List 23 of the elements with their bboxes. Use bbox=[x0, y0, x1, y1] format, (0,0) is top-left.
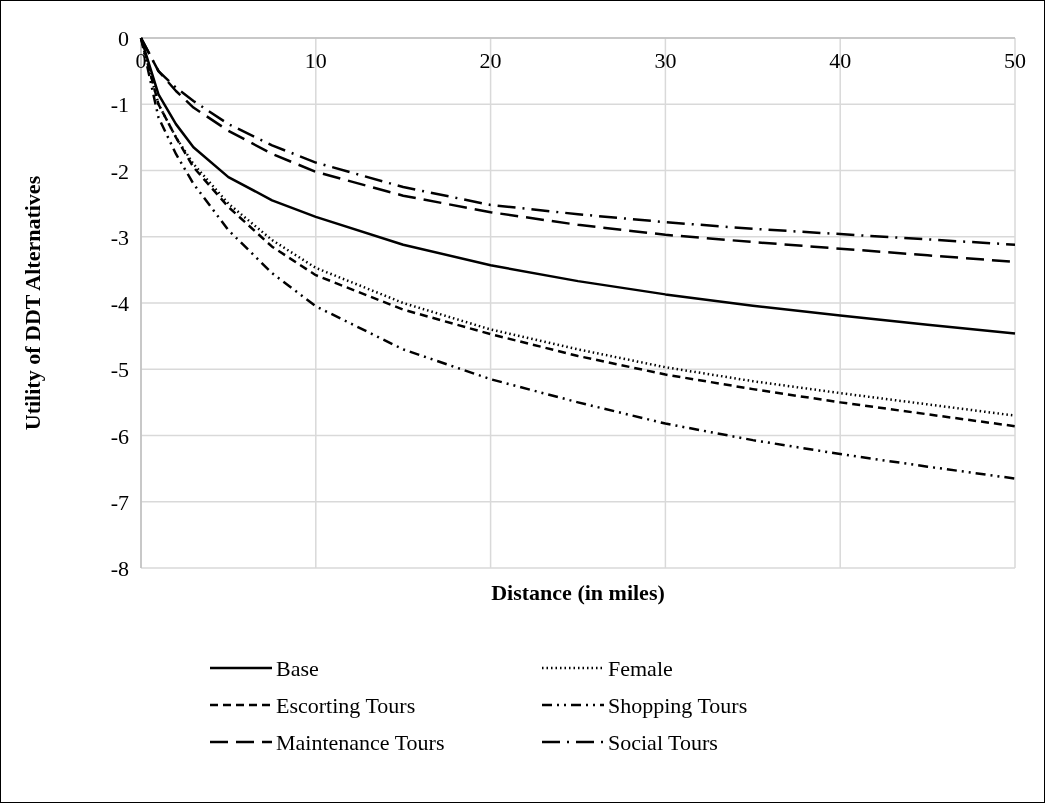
legend-label: Maintenance Tours bbox=[276, 730, 445, 755]
legend-label: Shopping Tours bbox=[608, 693, 748, 718]
y-tick-label: -5 bbox=[110, 357, 129, 383]
y-tick-label: 0 bbox=[118, 26, 129, 51]
x-axis-title: Distance (in miles) bbox=[491, 580, 665, 605]
x-tick-label: 20 bbox=[479, 48, 502, 73]
legend-label: Social Tours bbox=[608, 730, 718, 755]
legend-label: Escorting Tours bbox=[276, 693, 416, 718]
x-tick-label: 40 bbox=[829, 48, 852, 73]
y-tick-label: -6 bbox=[110, 423, 129, 449]
y-tick-label: -4 bbox=[110, 291, 129, 316]
y-tick-label: -2 bbox=[110, 158, 129, 184]
y-axis-title: Utility of DDT Alternatives bbox=[20, 175, 45, 431]
y-tick-label: -1 bbox=[110, 92, 129, 118]
y-tick-label: -7 bbox=[110, 489, 129, 515]
legend-label: Female bbox=[608, 656, 673, 681]
x-tick-label: 0 bbox=[135, 48, 147, 73]
x-tick-label: 10 bbox=[304, 48, 327, 73]
y-tick-label: -8 bbox=[110, 556, 129, 581]
x-tick-label: 30 bbox=[654, 48, 677, 73]
y-tick-label: -3 bbox=[110, 224, 129, 250]
legend-label: Base bbox=[276, 656, 319, 681]
x-tick-label: 50 bbox=[1004, 48, 1026, 73]
